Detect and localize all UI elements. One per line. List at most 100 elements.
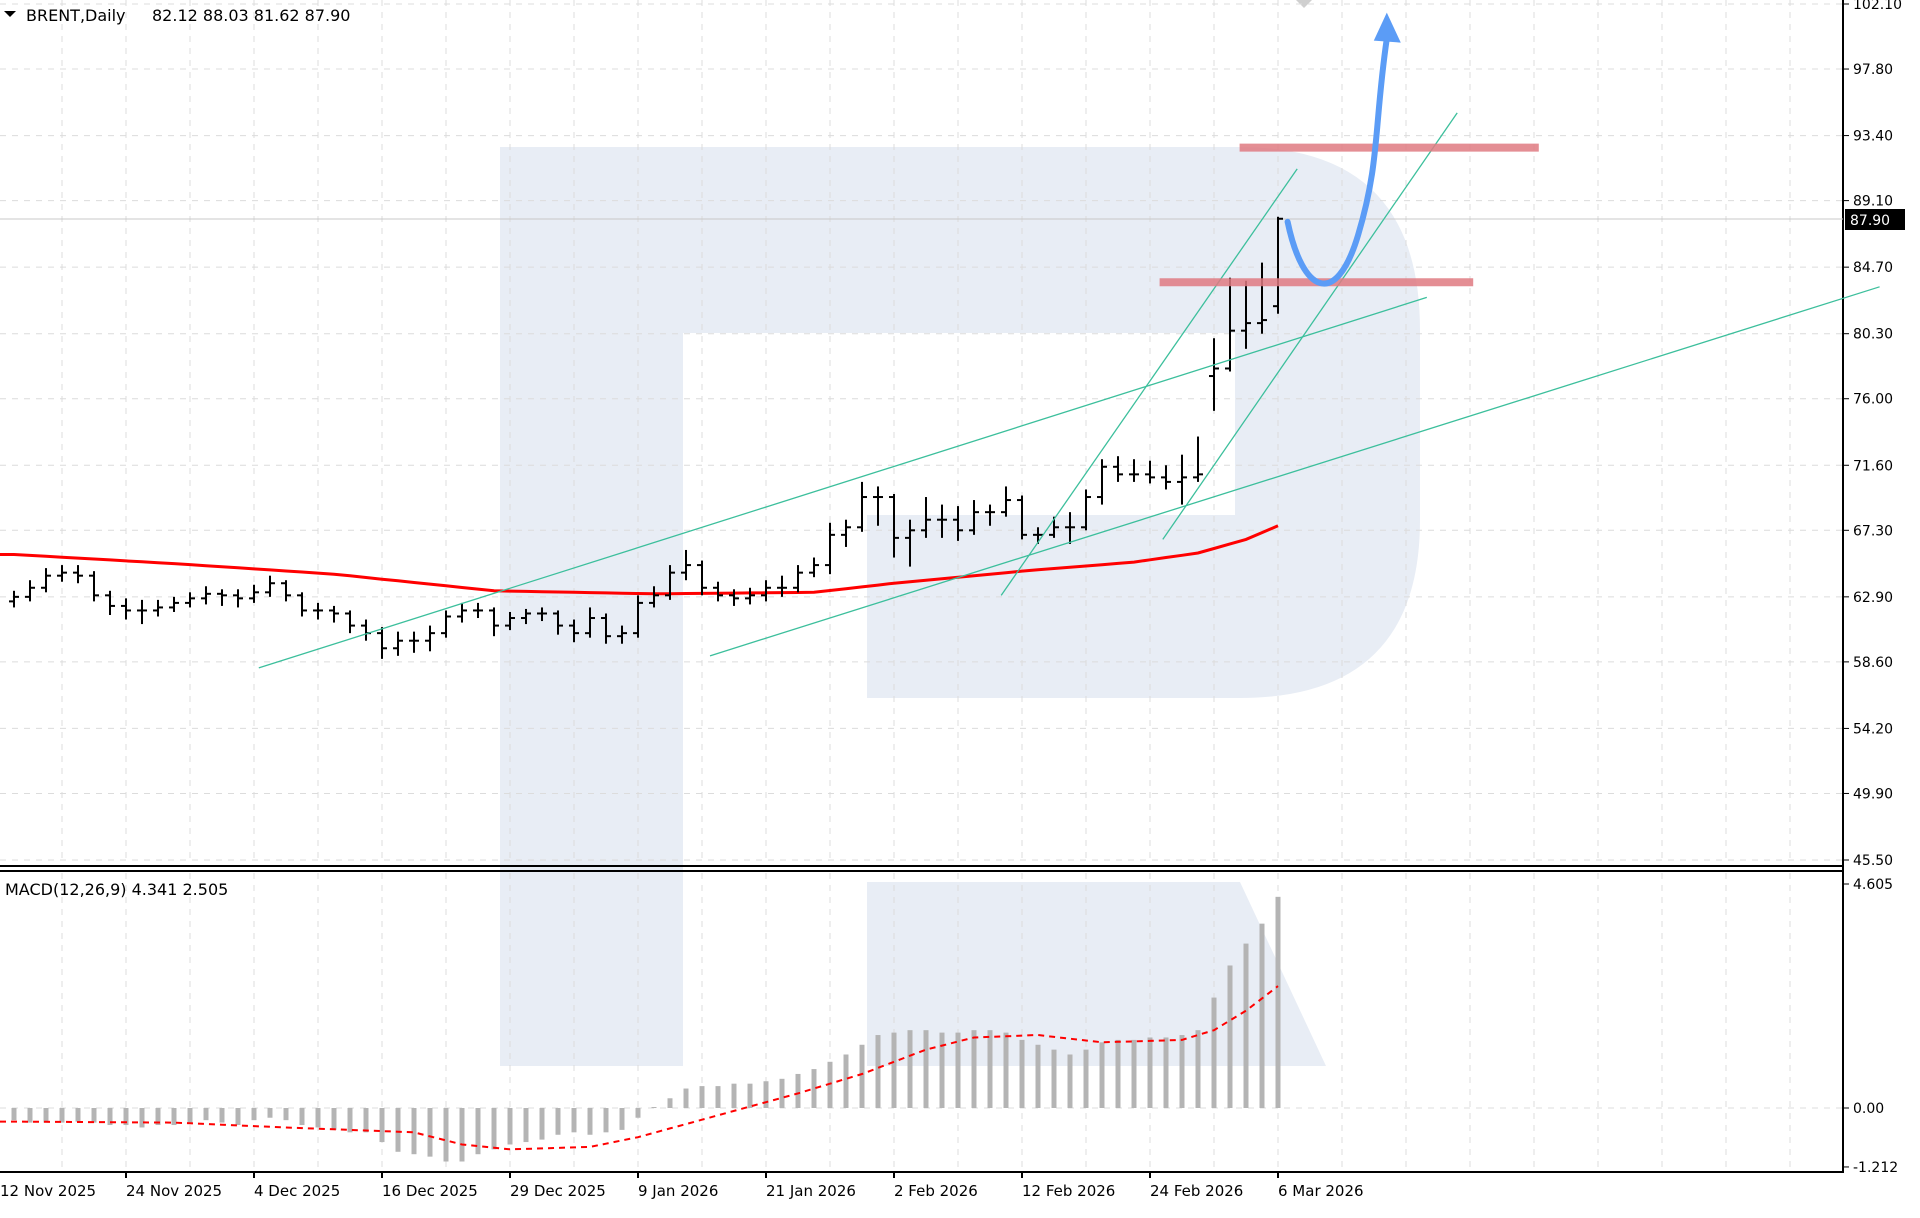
macd-histogram-bar [1067,1054,1073,1108]
macd-histogram-bar [827,1061,833,1108]
macd-histogram-bar [91,1108,97,1123]
ohlc-bar [585,607,595,638]
ohlc-bar [409,631,419,653]
macd-histogram-bar [1131,1039,1137,1108]
ohlc-bar [153,599,163,617]
macd-histogram-bar [1019,1039,1025,1108]
macd-histogram-bar [283,1108,289,1121]
ohlc-bar [73,565,83,584]
macd-histogram-bar [555,1108,561,1135]
macd-histogram-bar [1083,1049,1089,1108]
macd-axis-label: 0.00 [1853,1101,1884,1117]
macd-histogram-bar [363,1108,369,1133]
ohlc-bar [441,610,451,638]
macd-histogram-bar [1099,1042,1105,1108]
macd-histogram-bar [939,1032,945,1108]
date-axis-label: 21 Jan 2026 [766,1182,856,1200]
ohlc-bar [41,568,51,593]
macd-histogram-bar [475,1108,481,1155]
macd-histogram-bar [571,1108,577,1133]
ohlc-bar [377,627,387,659]
macd-histogram-bar [651,1107,657,1109]
macd-histogram-bar [971,1030,977,1108]
ohlc-bar [713,581,723,602]
macd-histogram-bar [411,1108,417,1155]
watermark-logo-leg [867,882,1326,1066]
ohlc-bar [265,575,275,597]
ohlc-bar [297,592,307,617]
ohlc-bar [617,625,627,644]
watermark-logo [500,147,1420,1066]
macd-histogram-bar [891,1032,897,1108]
trendline [1162,112,1458,540]
ohlc-bar [1145,460,1155,484]
ohlc-bar [633,595,643,638]
collapse-triangle-icon[interactable] [4,11,16,17]
ohlc-bar [1097,459,1107,505]
macd-histogram-bar [427,1108,433,1157]
ohlc-bar [1129,459,1139,482]
ohlc-bar [729,589,739,606]
macd-histogram-bar [347,1108,353,1133]
macd-signal-group [0,985,1279,1151]
ohlc-bar [1081,489,1091,531]
macd-histogram-bar [907,1030,913,1108]
price-axis-label: 80.30 [1853,327,1893,343]
ohlc-bar [233,589,243,608]
ohlc-bar [25,580,35,602]
ohlc-bar [457,602,467,623]
ohlc-bar [185,592,195,608]
moving-average-line [0,524,1279,596]
macd-histogram-bar [1163,1037,1169,1108]
macd-histogram-bar [251,1108,257,1121]
ohlc-bar [281,580,291,602]
macd-histogram-bar [171,1108,177,1126]
macd-histogram-bar [955,1032,961,1108]
ohlc-bar [697,560,707,596]
ohlc-bar [665,565,675,600]
ohlc-bar [1225,277,1235,372]
grid [0,0,1843,1171]
macd-histogram-bar [843,1054,849,1108]
macd-histogram-bar [811,1069,817,1108]
trendline [709,286,1880,657]
ohlc-bar [9,590,19,608]
ohlc-bar [489,607,499,637]
ohlc-bar [425,625,435,652]
macd-histogram-bar [203,1108,209,1121]
ohlc-bar [681,549,691,581]
macd-histogram-bar [747,1083,753,1108]
macd-histogram-bar [235,1108,241,1126]
ohlc-bar [57,565,67,582]
macd-histogram-bar [731,1083,737,1108]
moving-average-group [0,524,1279,596]
date-axis-label: 6 Mar 2026 [1278,1182,1364,1200]
macd-histogram-bar [27,1108,33,1123]
ohlc-bar [201,586,211,605]
ohlc-bar [1017,495,1027,540]
macd-histogram-bar [75,1108,81,1122]
date-axis-label: 16 Dec 2025 [382,1182,478,1200]
ohlc-bar [121,598,131,620]
date-axis-label: 4 Dec 2025 [254,1182,340,1200]
ohlc-bar [313,602,323,620]
ohlc-bar [105,590,115,615]
price-axis-label: 71.60 [1853,458,1893,474]
ohlc-bar [1241,280,1251,349]
macd-histogram-bar [859,1044,865,1108]
macd-histogram-bar [699,1086,705,1108]
macd-histogram-bar [491,1108,497,1150]
price-axis-label: 58.60 [1853,655,1893,671]
macd-histogram-bar [459,1108,465,1162]
ohlc-bar [1177,454,1187,505]
date-axis: 12 Nov 2025 24 Nov 2025 4 Dec 2025 16 Dec 2… [0,1172,1364,1200]
ohlc-bar [1193,436,1203,482]
macd-histogram [11,896,1281,1162]
macd-histogram-bar [635,1108,641,1118]
macd-axis: 4.605 0.00 -1.212 [1843,877,1898,1176]
ohlc-bar [1113,456,1123,482]
macd-histogram-bar [715,1086,721,1108]
macd-histogram-bar [683,1088,689,1108]
ohlc-bar [953,506,963,541]
ohlc-bar [345,610,355,634]
